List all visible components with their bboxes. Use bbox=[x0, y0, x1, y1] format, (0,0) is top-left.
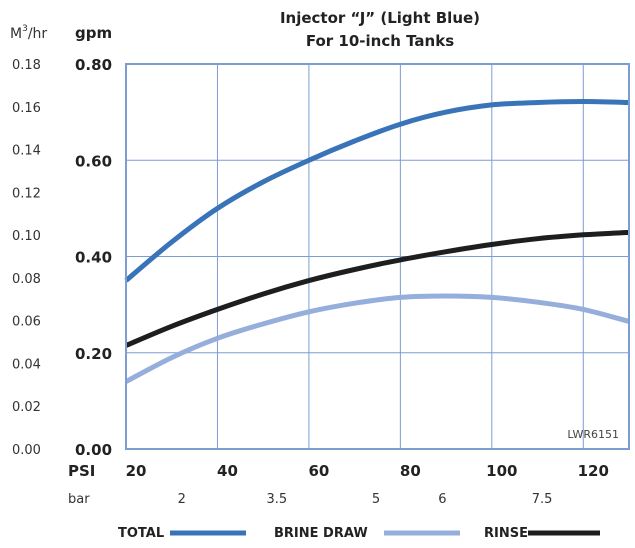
psi-tick-label: 60 bbox=[308, 462, 329, 480]
plot-frame bbox=[125, 63, 630, 450]
m3-axis: 0.00 0.02 0.04 0.06 0.08 0.10 0.12 0.14 0.16 0.18 bbox=[12, 58, 41, 458]
psi-axis-label: PSI bbox=[68, 462, 95, 480]
m3-tick-label: 0.10 bbox=[12, 229, 41, 244]
gpm-tick-label: 0.20 bbox=[75, 345, 112, 363]
bar-tick-label: 5 bbox=[372, 492, 380, 507]
bar-tick-label: 7.5 bbox=[532, 492, 553, 507]
bar-axis: 2 3.5 5 6 7.5 bbox=[178, 492, 553, 507]
legend-label-total: TOTAL bbox=[118, 526, 164, 541]
series-layer bbox=[124, 99, 630, 384]
legend: TOTAL BRINE DRAW RINSE bbox=[118, 526, 600, 541]
psi-axis: 20 40 60 80 100 120 bbox=[126, 462, 609, 480]
chart-subtitle: For 10-inch Tanks bbox=[306, 32, 454, 50]
psi-tick-label: 40 bbox=[217, 462, 238, 480]
m3-tick-label: 0.14 bbox=[12, 144, 41, 159]
bar-tick-label: 2 bbox=[178, 492, 186, 507]
series-line-total bbox=[124, 99, 630, 283]
psi-tick-label: 100 bbox=[486, 462, 517, 480]
series-line-brine-draw bbox=[124, 293, 630, 384]
gpm-tick-label: 0.80 bbox=[75, 56, 112, 74]
bar-tick-label: 6 bbox=[438, 492, 446, 507]
m3-tick-label: 0.16 bbox=[12, 101, 41, 116]
m3-tick-label: 0.02 bbox=[12, 400, 41, 415]
gpm-tick-label: 0.40 bbox=[75, 249, 112, 267]
chart-title: Injector “J” (Light Blue) bbox=[280, 9, 480, 27]
m3-tick-label: 0.06 bbox=[12, 315, 41, 330]
gpm-tick-label: 0.00 bbox=[75, 441, 112, 459]
m3-tick-label: 0.04 bbox=[12, 357, 41, 372]
m3-tick-label: 0.18 bbox=[12, 58, 41, 73]
bar-axis-label: bar bbox=[68, 492, 90, 507]
legend-label-brine-draw: BRINE DRAW bbox=[274, 526, 368, 541]
psi-tick-label: 80 bbox=[400, 462, 421, 480]
gpm-axis: 0.00 0.20 0.40 0.60 0.80 bbox=[75, 56, 112, 459]
m3-unit-label: M3/hr bbox=[10, 24, 47, 42]
grid-lines bbox=[126, 64, 629, 449]
psi-tick-label: 120 bbox=[578, 462, 609, 480]
drawing-code: LWR6151 bbox=[567, 428, 619, 441]
gpm-unit-label: gpm bbox=[75, 24, 112, 42]
m3-tick-label: 0.12 bbox=[12, 186, 41, 201]
bar-tick-label: 3.5 bbox=[266, 492, 287, 507]
psi-tick-label: 20 bbox=[126, 462, 147, 480]
m3-tick-label: 0.00 bbox=[12, 443, 41, 458]
gpm-tick-label: 0.60 bbox=[75, 152, 112, 170]
m3-tick-label: 0.08 bbox=[12, 272, 41, 287]
legend-label-rinse: RINSE bbox=[484, 526, 528, 541]
series-line-rinse bbox=[125, 229, 630, 348]
